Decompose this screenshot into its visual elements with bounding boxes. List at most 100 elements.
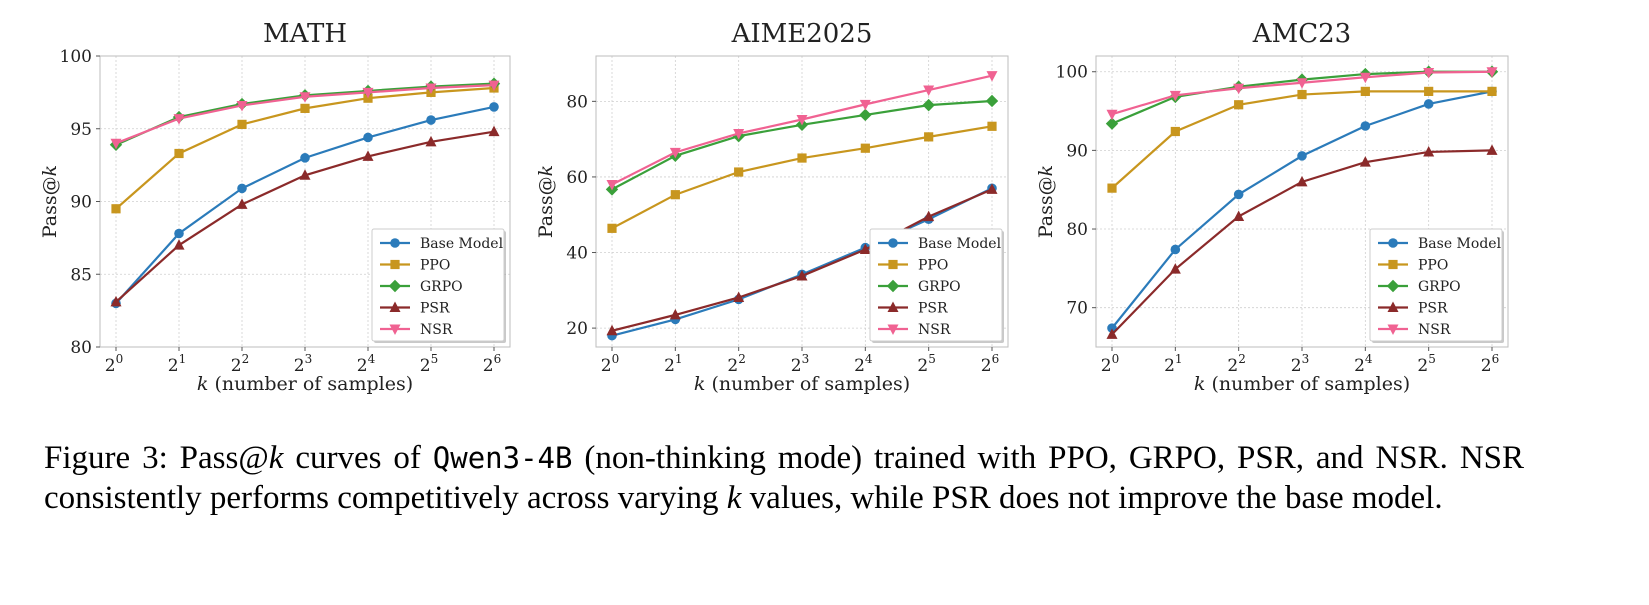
chart-0: 80 85 90 95 100 20 21 22 23 24 25 26 MATH k (number o… — [39, 19, 511, 395]
y-tick-label: 20 — [566, 319, 588, 339]
y-axis-label: Pass@k — [535, 165, 557, 238]
data-point — [986, 71, 998, 82]
x-tick-label: 25 — [420, 352, 438, 376]
data-point — [859, 99, 871, 111]
caption-text-2: curves of — [295, 440, 421, 476]
data-point — [1296, 175, 1308, 187]
legend-marker — [390, 238, 400, 248]
data-point — [110, 295, 122, 307]
data-point — [859, 108, 872, 122]
legend-label: GRPO — [420, 279, 463, 295]
data-point — [1170, 126, 1180, 137]
data-point — [236, 100, 248, 112]
data-point — [425, 135, 437, 147]
x-tick-label: 20 — [1101, 352, 1119, 376]
x-tick-label: 23 — [294, 352, 312, 376]
legend-label: Base Model — [1418, 236, 1502, 252]
legend-marker — [888, 259, 898, 270]
data-point — [923, 85, 935, 97]
caption-var-k-2: k — [726, 480, 742, 516]
legend-marker — [389, 301, 401, 312]
data-point — [1107, 183, 1117, 193]
y-tick-label: 60 — [566, 168, 588, 188]
data-point — [489, 102, 499, 112]
legend: Base Model PPO GRPO PSR NSR — [869, 228, 1004, 343]
legend-label: Base Model — [420, 236, 504, 252]
chart-title: AMC23 — [1252, 19, 1351, 49]
x-axis-label: k (number of samples) — [197, 373, 413, 395]
data-point — [1296, 78, 1308, 89]
legend-box — [869, 228, 1003, 342]
data-point — [174, 148, 184, 159]
data-point — [1169, 90, 1181, 102]
data-point — [1486, 67, 1498, 78]
data-point — [1360, 86, 1370, 96]
data-point — [922, 98, 935, 112]
x-tick-label: 20 — [601, 352, 619, 376]
series-ppo — [1107, 86, 1497, 193]
x-tick-label: 21 — [168, 352, 186, 376]
y-tick-label: 80 — [70, 338, 92, 358]
y-tick-label: 40 — [566, 244, 588, 264]
legend-marker — [390, 259, 400, 270]
series-nsr — [606, 71, 998, 191]
legend-marker — [1388, 238, 1398, 248]
series-nsr — [110, 80, 500, 150]
data-point — [1106, 109, 1118, 121]
x-tick-label: 23 — [791, 352, 809, 376]
x-tick-label: 24 — [357, 352, 376, 376]
data-point — [111, 204, 121, 214]
legend-marker — [1386, 279, 1400, 293]
x-tick-label: 24 — [1354, 352, 1373, 376]
y-tick-label: 85 — [70, 265, 92, 285]
data-point — [796, 114, 808, 126]
series-psr — [110, 125, 500, 307]
data-point — [1233, 210, 1245, 221]
data-point — [1105, 117, 1119, 130]
data-point — [1424, 86, 1434, 96]
y-tick-label: 100 — [1056, 63, 1088, 83]
legend-label: PSR — [420, 301, 450, 317]
data-point — [488, 80, 500, 92]
data-point — [363, 132, 373, 143]
data-point — [237, 119, 247, 129]
data-point — [923, 210, 935, 222]
caption-text-3: (non-thinking mode) trained with PPO, GR… — [44, 440, 1525, 516]
data-point — [859, 243, 871, 254]
data-point — [924, 132, 934, 142]
data-point — [488, 125, 500, 137]
series-psr — [606, 183, 998, 336]
x-tick-label: 24 — [854, 352, 873, 376]
legend-marker — [388, 279, 402, 293]
data-point — [985, 94, 999, 108]
series-nsr — [1106, 67, 1498, 121]
data-point — [733, 291, 745, 302]
data-point — [606, 179, 618, 191]
x-tick-label: 21 — [664, 352, 682, 376]
data-point — [669, 147, 681, 159]
data-point — [237, 183, 247, 194]
data-point — [670, 190, 680, 200]
x-tick-label: 26 — [981, 352, 999, 376]
data-point — [1359, 156, 1371, 167]
data-point — [299, 169, 311, 180]
x-tick-label: 22 — [231, 352, 249, 376]
data-point — [110, 138, 122, 150]
caption-text-1: Pass@ — [179, 440, 269, 476]
chart-1: 20 40 60 80 20 21 22 23 24 25 26 AIME2025 k (number … — [535, 19, 1009, 395]
data-point — [300, 103, 310, 113]
data-point — [362, 150, 374, 161]
legend-label: GRPO — [1418, 279, 1461, 295]
data-point — [173, 239, 185, 250]
data-point — [1360, 121, 1371, 131]
legend-label: NSR — [420, 322, 453, 338]
data-point — [1170, 244, 1181, 255]
data-point — [797, 153, 807, 163]
data-point — [1297, 151, 1307, 161]
caption-var-k: k — [268, 440, 284, 476]
x-tick-label: 25 — [917, 352, 935, 376]
y-tick-label: 90 — [70, 193, 92, 213]
data-point — [606, 324, 618, 336]
data-point — [1169, 263, 1181, 274]
y-axis-label: Pass@k — [1035, 165, 1057, 238]
